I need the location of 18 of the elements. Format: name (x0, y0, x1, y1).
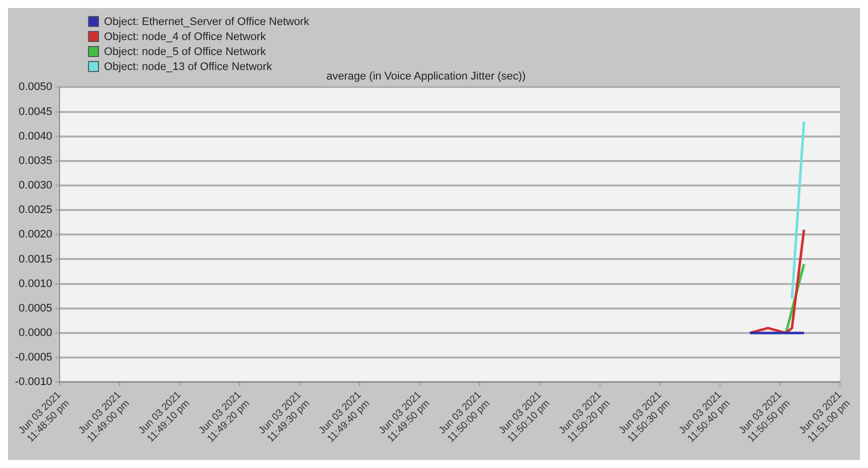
y-tick-label: 0.0030 (18, 180, 52, 192)
y-tick-label: 0.0015 (18, 253, 52, 266)
chart-title: average (in Voice Application Jitter (sec)) (326, 70, 526, 83)
legend-label: Object: Ethernet_Server of Office Network (104, 16, 310, 28)
y-tick-label: -0.0010 (14, 376, 52, 388)
y-tick-label: 0.0005 (18, 302, 52, 314)
y-tick-label: 0.0045 (18, 106, 52, 118)
y-tick-label: 0.0000 (18, 326, 52, 339)
y-tick-label: -0.0005 (14, 352, 52, 364)
y-tick-label: 0.0035 (18, 154, 52, 167)
legend-label: Object: node_5 of Office Network (104, 46, 266, 58)
y-tick-label: 0.0020 (18, 228, 52, 241)
y-tick-label: 0.0025 (18, 204, 52, 216)
y-tick-label: 0.0010 (18, 278, 52, 290)
legend-label: Object: node_4 of Office Network (104, 30, 266, 42)
legend-label: Object: node_13 of Office Network (104, 60, 272, 72)
y-tick-label: 0.0040 (18, 130, 52, 142)
y-tick-label: 0.0050 (18, 81, 52, 94)
